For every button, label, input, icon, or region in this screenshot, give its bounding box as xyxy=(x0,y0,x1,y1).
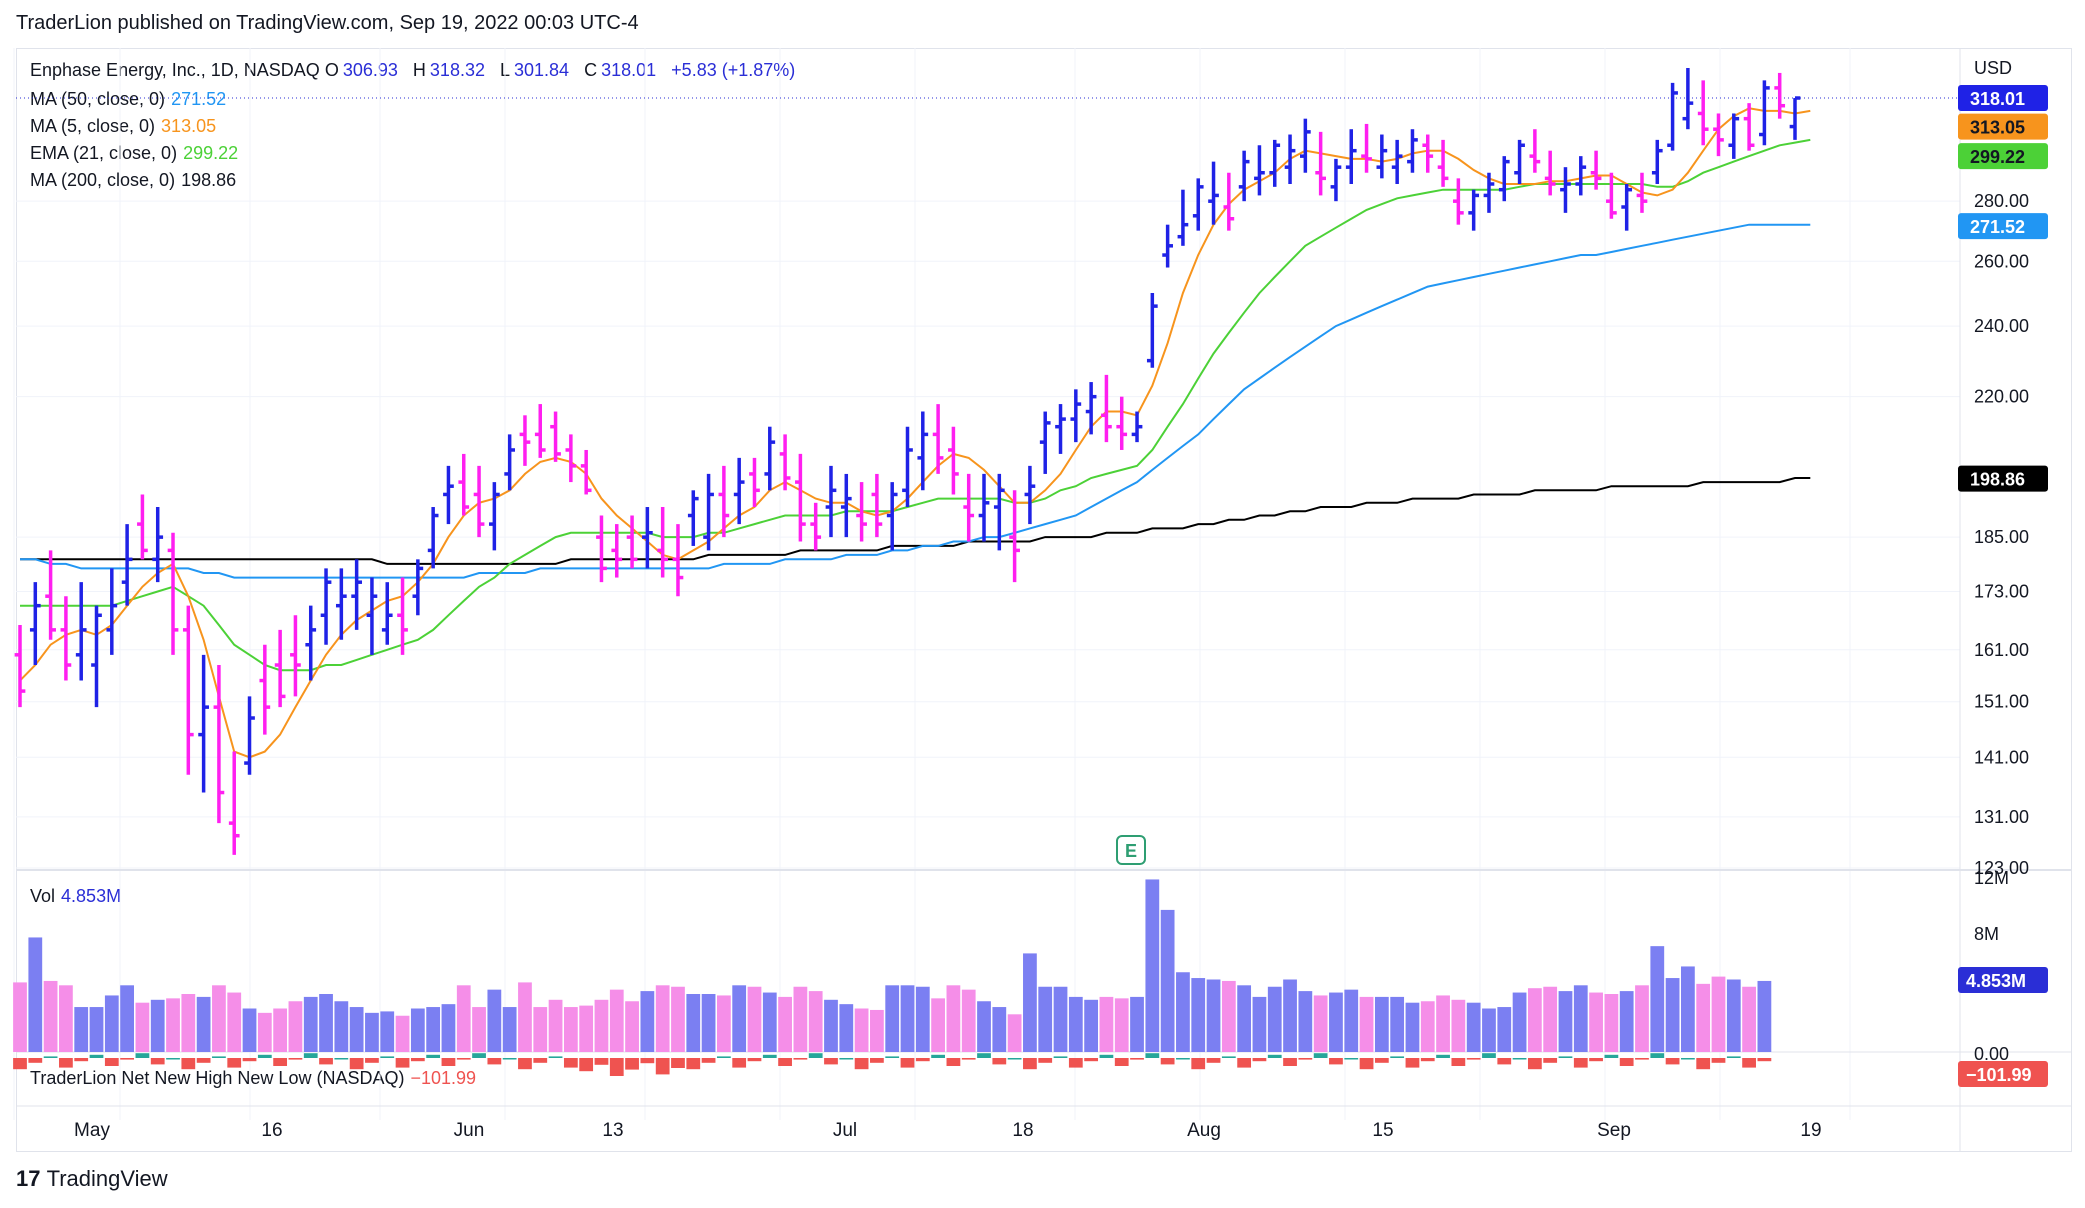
ma50-label: MA (50, close, 0) xyxy=(30,89,166,109)
ma5-value: 313.05 xyxy=(161,116,217,136)
ma50-legend[interactable]: MA (50, close, 0) 271.52 xyxy=(30,89,226,110)
ma5-legend[interactable]: MA (5, close, 0) 313.05 xyxy=(30,116,216,137)
nnhl-legend[interactable]: TraderLion Net New High New Low (NASDAQ)… xyxy=(30,1068,476,1089)
change-value: +5.83 (+1.87%) xyxy=(671,60,796,80)
ema21-legend[interactable]: EMA (21, close, 0) 299.22 xyxy=(30,143,238,164)
volume-legend[interactable]: Vol 4.853M xyxy=(30,886,121,907)
open-value: 306.93 xyxy=(342,60,398,80)
nnhl-label: TraderLion Net New High New Low (NASDAQ) xyxy=(30,1068,405,1088)
low-value: 301.84 xyxy=(514,60,570,80)
low-label: L xyxy=(500,60,511,80)
publish-header: TraderLion published on TradingView.com,… xyxy=(16,12,639,34)
symbol-legend[interactable]: Enphase Energy, Inc., 1D, NASDAQ O 306.93… xyxy=(30,60,795,81)
ema21-value: 299.22 xyxy=(183,143,239,163)
nnhl-value: −101.99 xyxy=(410,1068,477,1088)
ma200-value: 198.86 xyxy=(181,170,237,190)
ma200-label: MA (200, close, 0) xyxy=(30,170,176,190)
ma50-value: 271.52 xyxy=(171,89,227,109)
logo-text: TradingView xyxy=(46,1166,168,1191)
logo-icon: 17 xyxy=(16,1166,41,1191)
ma5-label: MA (5, close, 0) xyxy=(30,116,156,136)
high-value: 318.32 xyxy=(429,60,485,80)
symbol-name: Enphase Energy, Inc., 1D, NASDAQ xyxy=(30,60,320,80)
chart-frame xyxy=(16,48,2072,1152)
volume-value: 4.853M xyxy=(61,886,122,906)
tradingview-logo[interactable]: 17 TradingView xyxy=(16,1166,168,1192)
close-label: C xyxy=(584,60,598,80)
volume-label: Vol xyxy=(30,886,56,906)
ema21-label: EMA (21, close, 0) xyxy=(30,143,178,163)
open-label: O xyxy=(324,60,339,80)
ma200-legend[interactable]: MA (200, close, 0) 198.86 xyxy=(30,170,236,191)
high-label: H xyxy=(412,60,426,80)
close-value: 318.01 xyxy=(601,60,657,80)
